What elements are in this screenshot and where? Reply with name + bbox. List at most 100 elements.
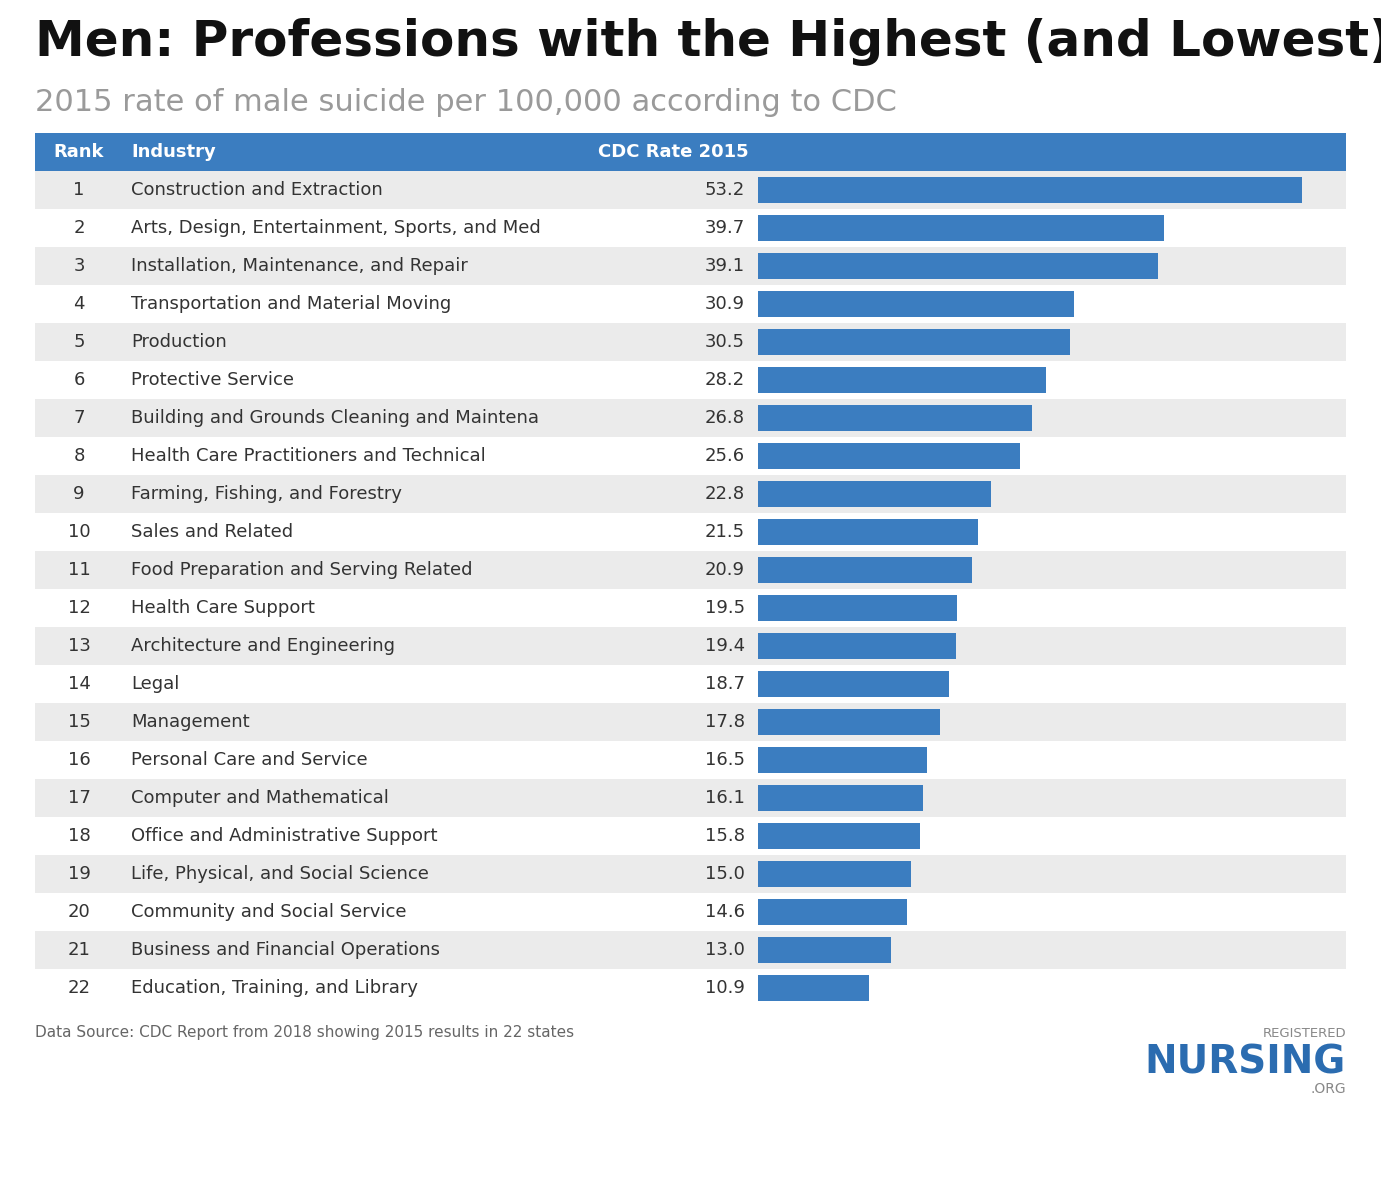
Text: Men: Professions with the Highest (and Lowest) Suicide Rates: Men: Professions with the Highest (and L… (35, 18, 1381, 66)
Text: 12: 12 (68, 600, 90, 617)
Bar (758, 861, 911, 887)
Text: 20: 20 (68, 903, 90, 921)
Bar (758, 785, 923, 811)
Text: Rank: Rank (54, 143, 104, 161)
Text: 11: 11 (68, 561, 90, 579)
Text: Protective Service: Protective Service (131, 370, 294, 388)
Text: 1: 1 (73, 181, 84, 199)
Bar (35, 703, 1346, 741)
Text: Management: Management (131, 713, 250, 731)
Bar (35, 247, 1346, 285)
Bar (758, 481, 992, 507)
Text: 17: 17 (68, 789, 90, 807)
Bar (35, 475, 1346, 513)
Bar (758, 253, 1157, 279)
Text: 9: 9 (73, 486, 84, 504)
Text: 21: 21 (68, 941, 90, 959)
Text: Building and Grounds Cleaning and Maintena: Building and Grounds Cleaning and Mainte… (131, 409, 539, 427)
Bar (758, 177, 1302, 203)
Bar (758, 215, 1164, 241)
Text: Personal Care and Service: Personal Care and Service (131, 751, 367, 769)
Text: NURSING: NURSING (1145, 1043, 1346, 1081)
Text: 25.6: 25.6 (704, 447, 744, 465)
Text: 20.9: 20.9 (704, 561, 744, 579)
Text: Health Care Support: Health Care Support (131, 600, 315, 617)
Bar (35, 779, 1346, 817)
Bar (758, 595, 957, 621)
Text: 10.9: 10.9 (706, 980, 744, 998)
Text: 2: 2 (73, 219, 84, 237)
Text: 26.8: 26.8 (704, 409, 744, 427)
Bar (758, 671, 949, 697)
Text: Business and Financial Operations: Business and Financial Operations (131, 941, 441, 959)
Text: 14.6: 14.6 (704, 903, 744, 921)
Text: 22.8: 22.8 (704, 486, 744, 504)
Text: 30.9: 30.9 (704, 295, 744, 313)
Text: Health Care Practitioners and Technical: Health Care Practitioners and Technical (131, 447, 486, 465)
Bar (758, 709, 940, 735)
Bar (758, 899, 907, 924)
Bar (35, 930, 1346, 969)
Text: Office and Administrative Support: Office and Administrative Support (131, 827, 438, 845)
Text: Legal: Legal (131, 675, 180, 693)
Text: 16: 16 (68, 751, 90, 769)
Bar (35, 133, 1346, 171)
Text: Community and Social Service: Community and Social Service (131, 903, 406, 921)
Text: Transportation and Material Moving: Transportation and Material Moving (131, 295, 452, 313)
Text: CDC Rate 2015: CDC Rate 2015 (598, 143, 749, 161)
Bar (35, 741, 1346, 779)
Text: 15.0: 15.0 (706, 864, 744, 882)
Text: 10: 10 (68, 523, 90, 541)
Text: 30.5: 30.5 (704, 333, 744, 351)
Text: 39.7: 39.7 (704, 219, 744, 237)
Text: 19.4: 19.4 (704, 637, 744, 655)
Bar (35, 552, 1346, 589)
Text: 17.8: 17.8 (704, 713, 744, 731)
Text: 19.5: 19.5 (704, 600, 744, 617)
Text: 7: 7 (73, 409, 84, 427)
Bar (35, 893, 1346, 930)
Text: 3: 3 (73, 257, 84, 275)
Text: 16.1: 16.1 (706, 789, 744, 807)
Bar (35, 665, 1346, 703)
Bar (35, 627, 1346, 665)
Bar (35, 171, 1346, 209)
Text: Computer and Mathematical: Computer and Mathematical (131, 789, 389, 807)
Bar (35, 323, 1346, 361)
Bar (35, 436, 1346, 475)
Text: 15.8: 15.8 (704, 827, 744, 845)
Bar (758, 442, 1019, 469)
Bar (758, 558, 972, 583)
Text: 6: 6 (73, 370, 84, 388)
Bar (35, 285, 1346, 323)
Bar (758, 975, 870, 1001)
Text: 15: 15 (68, 713, 90, 731)
Bar (758, 936, 891, 963)
Bar (35, 399, 1346, 436)
Text: 2015 rate of male suicide per 100,000 according to CDC: 2015 rate of male suicide per 100,000 ac… (35, 88, 896, 118)
Bar (35, 855, 1346, 893)
Bar (758, 329, 1070, 355)
Text: .ORG: .ORG (1311, 1081, 1346, 1096)
Text: Life, Physical, and Social Science: Life, Physical, and Social Science (131, 864, 429, 882)
Text: 18: 18 (68, 827, 90, 845)
Bar (758, 291, 1074, 317)
Bar (758, 633, 957, 659)
Text: Installation, Maintenance, and Repair: Installation, Maintenance, and Repair (131, 257, 468, 275)
Bar (758, 823, 920, 849)
Text: 28.2: 28.2 (704, 370, 744, 388)
Text: 16.5: 16.5 (704, 751, 744, 769)
Text: Production: Production (131, 333, 226, 351)
Text: Food Preparation and Serving Related: Food Preparation and Serving Related (131, 561, 472, 579)
Text: Architecture and Engineering: Architecture and Engineering (131, 637, 395, 655)
Text: 8: 8 (73, 447, 84, 465)
Text: Construction and Extraction: Construction and Extraction (131, 181, 383, 199)
Bar (35, 361, 1346, 399)
Text: 14: 14 (68, 675, 90, 693)
Text: Sales and Related: Sales and Related (131, 523, 293, 541)
Text: Farming, Fishing, and Forestry: Farming, Fishing, and Forestry (131, 486, 402, 504)
Bar (35, 817, 1346, 855)
Bar (758, 747, 927, 773)
Bar (758, 367, 1047, 393)
Text: 53.2: 53.2 (704, 181, 744, 199)
